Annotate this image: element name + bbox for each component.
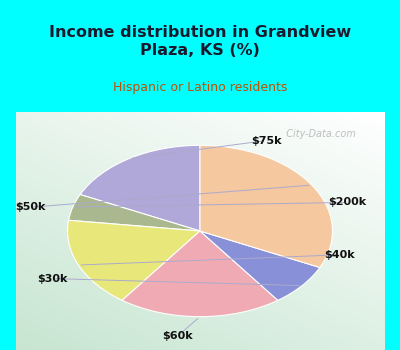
Text: City-Data.com: City-Data.com: [280, 129, 356, 139]
Text: Income distribution in Grandview
Plaza, KS (%): Income distribution in Grandview Plaza, …: [49, 25, 351, 58]
Wedge shape: [68, 220, 200, 300]
Text: $50k: $50k: [16, 202, 46, 212]
Text: Hispanic or Latino residents: Hispanic or Latino residents: [113, 81, 287, 94]
Wedge shape: [200, 231, 320, 300]
Wedge shape: [122, 231, 278, 317]
Text: $75k: $75k: [251, 135, 282, 146]
Text: $40k: $40k: [324, 250, 355, 260]
Text: $200k: $200k: [328, 197, 366, 208]
Wedge shape: [200, 145, 332, 267]
Text: $30k: $30k: [38, 274, 68, 284]
Wedge shape: [68, 195, 200, 231]
Wedge shape: [80, 145, 200, 231]
Text: $60k: $60k: [163, 331, 193, 341]
